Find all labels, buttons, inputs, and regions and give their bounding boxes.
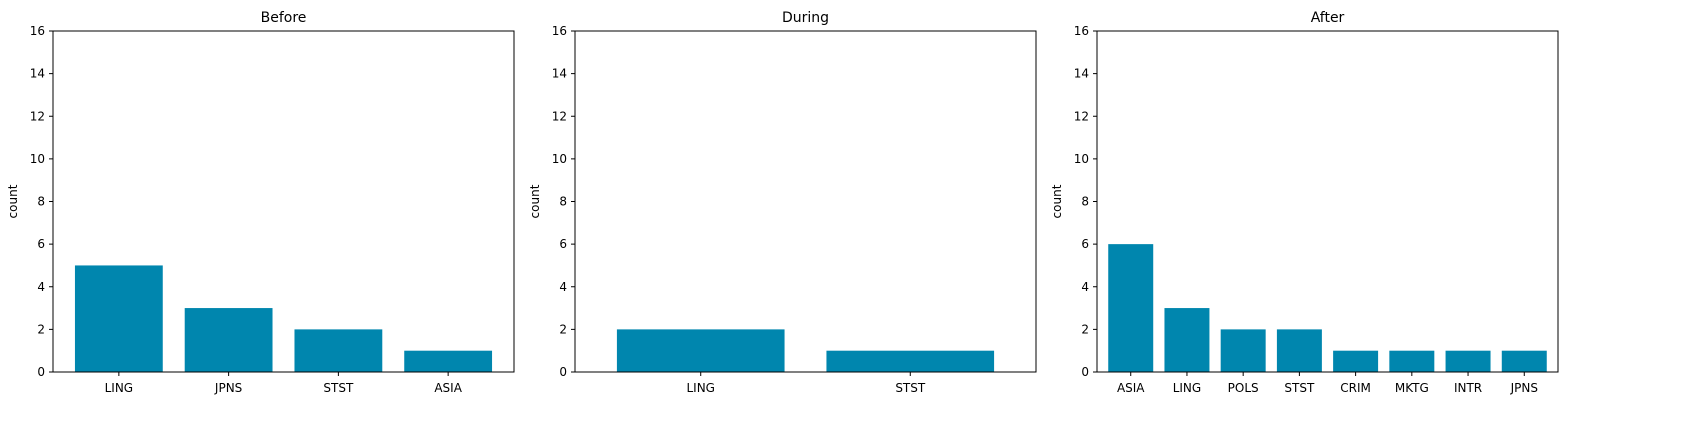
axes-frame	[52, 30, 515, 373]
x-tick-label: JPNS	[1510, 381, 1538, 395]
y-tick-label: 0	[559, 365, 567, 379]
bar	[1333, 350, 1379, 372]
bar	[1276, 329, 1322, 373]
y-tick-label: 10	[552, 152, 567, 166]
chart-panel: LING STST 0 2 4 6 8 10 12 14 16 During count	[528, 10, 1037, 395]
chart-title: Before	[261, 10, 307, 26]
y-tick-label: 14	[30, 67, 45, 81]
y-tick-label: 12	[552, 109, 567, 123]
y-tick-label: 6	[37, 237, 45, 251]
y-tick-label: 14	[1074, 67, 1089, 81]
chart-panel: LING JPNS STST ASIA 0 2 4 6 8 10 12 14 16 Before count	[6, 10, 515, 395]
bar	[826, 350, 995, 372]
x-tick-label: STST	[323, 381, 354, 395]
x-tick-label: STST	[1284, 381, 1315, 395]
bar	[616, 329, 785, 373]
y-tick-label: 2	[1081, 322, 1089, 336]
x-tick-label: ASIA	[1117, 381, 1145, 395]
bar	[1164, 308, 1210, 372]
y-tick-label: 6	[559, 237, 567, 251]
y-axis-label: count	[6, 184, 20, 218]
bar	[1108, 244, 1154, 373]
y-tick-label: 6	[1081, 237, 1089, 251]
bar	[74, 265, 163, 372]
y-tick-label: 4	[37, 280, 45, 294]
y-tick-label: 0	[1081, 365, 1089, 379]
y-tick-label: 4	[1081, 280, 1089, 294]
x-tick-label: POLS	[1228, 381, 1259, 395]
x-tick-label: ASIA	[434, 381, 462, 395]
x-tick-label: LING	[105, 381, 134, 395]
bar	[1501, 350, 1547, 372]
chart-title: After	[1311, 10, 1345, 26]
y-tick-label: 16	[1074, 24, 1089, 38]
x-tick-label: STST	[895, 381, 926, 395]
y-tick-label: 0	[37, 365, 45, 379]
y-tick-label: 2	[37, 322, 45, 336]
y-tick-label: 2	[559, 322, 567, 336]
y-tick-label: 14	[552, 67, 567, 81]
y-tick-label: 16	[30, 24, 45, 38]
bar	[404, 350, 493, 372]
bar	[184, 308, 273, 372]
axes-frame	[574, 30, 1037, 373]
y-tick-label: 8	[1081, 195, 1089, 209]
bar	[1445, 350, 1491, 372]
bar	[1389, 350, 1435, 372]
y-tick-label: 10	[1074, 152, 1089, 166]
y-tick-label: 16	[552, 24, 567, 38]
y-axis-label: count	[1050, 184, 1064, 218]
x-tick-label: JPNS	[214, 381, 242, 395]
x-tick-label: INTR	[1454, 381, 1482, 395]
y-tick-label: 4	[559, 280, 567, 294]
y-tick-label: 8	[37, 195, 45, 209]
y-tick-label: 8	[559, 195, 567, 209]
y-tick-label: 12	[30, 109, 45, 123]
bar	[1220, 329, 1266, 373]
bar	[294, 329, 383, 373]
x-tick-label: CRIM	[1340, 381, 1371, 395]
x-tick-label: LING	[686, 381, 715, 395]
y-tick-label: 12	[1074, 109, 1089, 123]
x-tick-label: MKTG	[1395, 381, 1429, 395]
axes-frame	[1096, 30, 1559, 373]
y-tick-label: 10	[30, 152, 45, 166]
y-axis-label: count	[528, 184, 542, 218]
chart-title: During	[782, 10, 829, 26]
x-tick-label: LING	[1173, 381, 1202, 395]
chart-panel: ASIA LING POLS STST CRIM MKTG INTR JPNS 0 2 4 6 8 10 1…	[1050, 10, 1559, 395]
